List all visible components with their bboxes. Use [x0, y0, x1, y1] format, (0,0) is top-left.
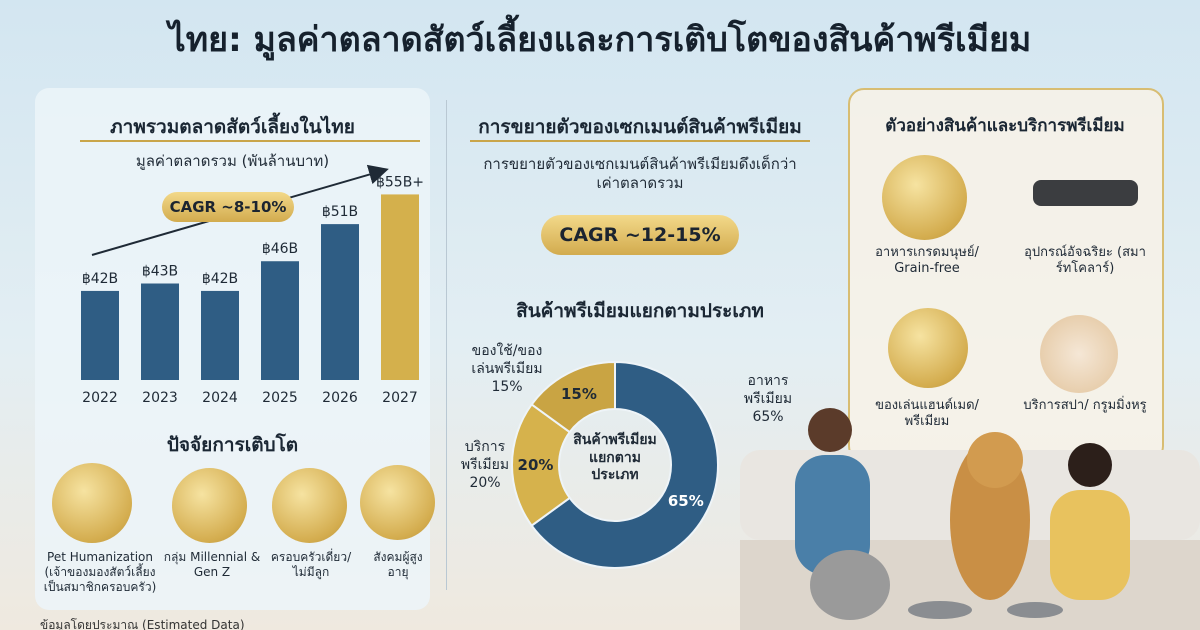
bar [261, 261, 299, 380]
factor-icon [360, 465, 435, 540]
premium-cagr: CAGR ~12-15% [541, 215, 739, 255]
bar [201, 290, 239, 380]
bar-title: ภาพรวมตลาดสัตว์เลี้ยงในไทย [110, 116, 355, 138]
slice-percent: 15% [491, 379, 523, 396]
donut-slice [530, 360, 719, 569]
slice-value-label: 20% [518, 456, 554, 474]
x-tick-label: 2022 [82, 390, 118, 406]
bar-subtitle: มูลค่าตลาดรวม (พันล้านบาท) [135, 152, 330, 170]
cagr-badge: CAGR ~8-10% [162, 192, 294, 222]
collar-icon [1033, 180, 1138, 206]
example-icon [888, 308, 968, 388]
slice-name: บริการพรีเมียม [460, 439, 510, 474]
slice-value-label: 15% [561, 385, 597, 403]
page-title: ไทย: มูลค่าตลาดสัตว์เลี้ยงและการเติบโตขอ… [168, 20, 1032, 60]
x-tick-label: 2024 [202, 390, 238, 406]
factor-label: กลุ่ม Millennial & Gen Z [163, 550, 261, 579]
footer-note: ข้อมูลโดยประมาณ (Estimated Data) [40, 618, 245, 630]
factors-title: ปัจจัยการเติบโต [166, 434, 299, 456]
examples-title: ตัวอย่างสินค้าและบริการพรีเมียม [885, 116, 1125, 136]
donut-center: สินค้าพรีเมียมแยกตามประเภท [573, 432, 657, 483]
donut-outer-label: อาหารพรีเมียม 65% [728, 372, 808, 427]
x-tick-label: 2026 [322, 390, 358, 406]
factor-label: Pet Humanization (เจ้าของมองสัตว์เลี้ยงเ… [43, 550, 157, 594]
slice-name: อาหารพรีเมียม [743, 373, 793, 408]
premium-title: การขยายตัวของเซกเมนต์สินค้าพรีเมียม [478, 116, 802, 138]
example-label: อุปกรณ์อัจฉริยะ (สมาร์ทโคลาร์) [1024, 245, 1146, 277]
slice-percent: 65% [752, 409, 784, 426]
value-label: ฿46B [262, 241, 298, 257]
examples-panel [848, 88, 1164, 462]
example-icon [1040, 315, 1118, 393]
factor-icon [52, 463, 132, 543]
value-label: ฿51B [322, 204, 358, 220]
donut-chart: 65% 20% 15% [511, 360, 719, 569]
example-icon [882, 155, 967, 240]
value-label: ฿55B+ [376, 174, 424, 190]
x-tick-label: 2025 [262, 390, 298, 406]
x-tick-label: 2027 [382, 390, 418, 406]
x-tick-label: 2023 [142, 390, 178, 406]
bar [81, 290, 119, 380]
donut-title: สินค้าพรีเมียมแยกตามประเภท [516, 300, 764, 322]
slice-percent: 20% [469, 475, 501, 492]
factor-label: ครอบครัวเดี่ยว/ไม่มีลูก [270, 550, 352, 579]
example-label: อาหารเกรดมนุษย์/ Grain-free [875, 245, 979, 277]
premium-description: การขยายตัวของเซกเมนต์สินค้าพรีเมียมดึงเด… [483, 155, 797, 192]
example-label: บริการสปา/ กรูมมิ่งหรู [1023, 398, 1147, 413]
value-label: ฿42B [202, 271, 238, 287]
donut-outer-label: บริการพรีเมียม 20% [445, 438, 525, 493]
factor-label: สังคมผู้สูงอายุ [373, 550, 423, 579]
bar [381, 194, 419, 380]
factor-icon [172, 468, 247, 543]
example-label: ของเล่นแฮนด์เมด/ พรีเมียม [875, 398, 979, 430]
donut-slice [530, 360, 616, 434]
slice-name: ของใช้/ของเล่นพรีเมียม [471, 343, 543, 378]
divider [446, 100, 447, 590]
donut-outer-label: ของใช้/ของเล่นพรีเมียม 15% [462, 342, 552, 397]
title-rule [80, 140, 420, 142]
factor-icon [272, 468, 347, 543]
value-label: ฿42B [82, 271, 118, 287]
slice-value-label: 65% [668, 492, 704, 510]
family-photo [740, 408, 1200, 630]
value-label: ฿43B [142, 264, 178, 280]
bar [141, 283, 179, 380]
title-rule [470, 140, 810, 142]
bar [321, 224, 359, 380]
